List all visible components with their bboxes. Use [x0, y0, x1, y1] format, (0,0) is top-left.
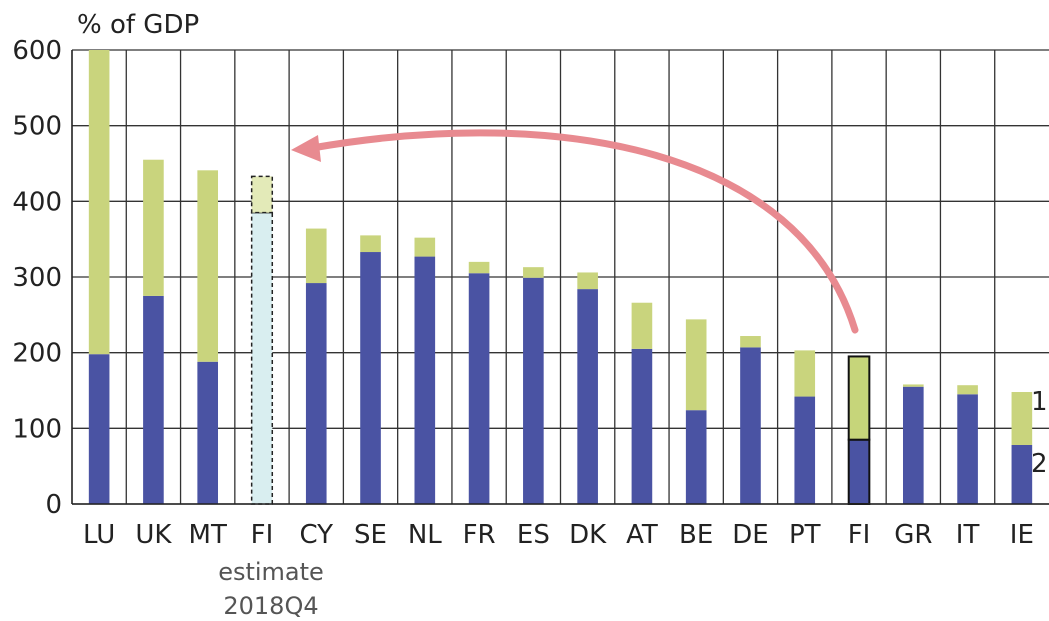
y-tick-label-600: 600 — [12, 36, 62, 66]
bar-series-1-fi-14 — [847, 355, 871, 441]
x-tick-label-gr-15: GR — [894, 520, 932, 550]
bar-series-2-pt-13 — [794, 396, 816, 504]
x-tick-label-fi-14: FI — [848, 520, 871, 550]
bar-series-1-lu-0 — [88, 50, 110, 355]
bar-series-1-uk-1 — [143, 159, 164, 296]
bar-series-1-it-16 — [957, 385, 978, 395]
x-tick-label-pt-13: PT — [789, 520, 821, 550]
x-tick-label-dk-9: DK — [569, 520, 607, 550]
x-tick-label-mt-2: MT — [189, 520, 227, 550]
x-tick-label-ie-17: IE — [1010, 520, 1034, 550]
x-tick-label-at-10: AT — [626, 520, 658, 550]
x-tick-label-fi-3: FI — [251, 520, 274, 550]
grid — [72, 49, 1049, 505]
bar-series-2-ie-17 — [1011, 444, 1033, 504]
bar-series-2-nl-6 — [414, 256, 436, 504]
bar-series-2-fi-14 — [847, 438, 871, 505]
bar-series-1-be-11 — [685, 319, 707, 411]
bar-series-2-es-8 — [523, 277, 544, 504]
x-tick-label-fr-7: FR — [463, 520, 496, 550]
bar-series-1-fi-3 — [250, 175, 274, 214]
x-tick-label-uk-1: UK — [135, 520, 172, 550]
plot-frame — [71, 50, 1049, 505]
bar-series-2-dk-9 — [577, 289, 598, 504]
y-tick-labels: 0 100 200 300 400 500 600 — [12, 36, 62, 520]
estimate-note-line-1: estimate — [218, 558, 324, 586]
bar-series-1-de-12 — [740, 336, 761, 348]
bar-series-1-ie-17 — [1011, 392, 1033, 445]
x-tick-label-be-11: BE — [679, 520, 713, 550]
bar-series-2-de-12 — [740, 347, 761, 504]
bar-series-2-se-5 — [360, 252, 381, 504]
y-tick-label-500: 500 — [12, 112, 62, 142]
y-tick-label-400: 400 — [12, 187, 62, 217]
bar-series-2-lu-0 — [88, 354, 110, 504]
bar-series-1-pt-13 — [794, 350, 816, 397]
y-axis-label: % of GDP — [77, 10, 199, 40]
bar-series-2-gr-15 — [902, 386, 924, 504]
annotation-arrow — [291, 129, 859, 334]
bar-series-1-mt-2 — [197, 170, 219, 362]
y-tick-label-200: 200 — [12, 339, 62, 369]
estimate-note-line-2: 2018Q4 — [223, 592, 318, 620]
y-tick-label-0: 0 — [45, 490, 62, 520]
bar-series-1-nl-6 — [414, 237, 436, 257]
y-tick-label-100: 100 — [12, 414, 62, 444]
bar-series-1-at-10 — [631, 302, 653, 349]
bar-series-2-fi-3 — [250, 211, 274, 505]
bar-series-1-es-8 — [523, 267, 544, 278]
bar-series-1-fr-7 — [468, 261, 490, 274]
x-tick-label-se-5: SE — [354, 520, 387, 550]
bar-series-1-dk-9 — [577, 272, 598, 290]
x-tick-label-de-12: DE — [732, 520, 768, 550]
x-tick-label-es-8: ES — [517, 520, 550, 550]
bar-series-2-at-10 — [631, 348, 653, 504]
arrow-head — [291, 135, 321, 162]
bar-series-2-cy-4 — [305, 283, 327, 504]
bar-series-1-gr-15 — [902, 384, 924, 387]
y-tick-label-300: 300 — [12, 263, 62, 293]
x-tick-label-it-16: IT — [956, 520, 980, 550]
arrow-curve — [308, 129, 859, 334]
bar-series-2-fr-7 — [468, 273, 490, 504]
bar-series-2-mt-2 — [197, 361, 219, 504]
bar-series-2-uk-1 — [143, 295, 164, 504]
x-tick-labels: LU UK MT FI CY SE NL FR ES DK AT BE DE PT FI GR IT IE — [83, 520, 1034, 550]
x-tick-label-nl-6: NL — [408, 520, 442, 550]
x-tick-label-cy-4: CY — [299, 520, 333, 550]
series-1-label: 1 — [1031, 387, 1048, 417]
bar-series-1-se-5 — [360, 235, 381, 253]
bar-series-2-be-11 — [685, 410, 707, 504]
bars — [88, 50, 1033, 505]
bar-series-2-it-16 — [957, 394, 978, 504]
bar-series-1-cy-4 — [305, 228, 327, 284]
x-tick-label-lu-0: LU — [83, 520, 115, 550]
series-2-label: 2 — [1031, 449, 1048, 479]
